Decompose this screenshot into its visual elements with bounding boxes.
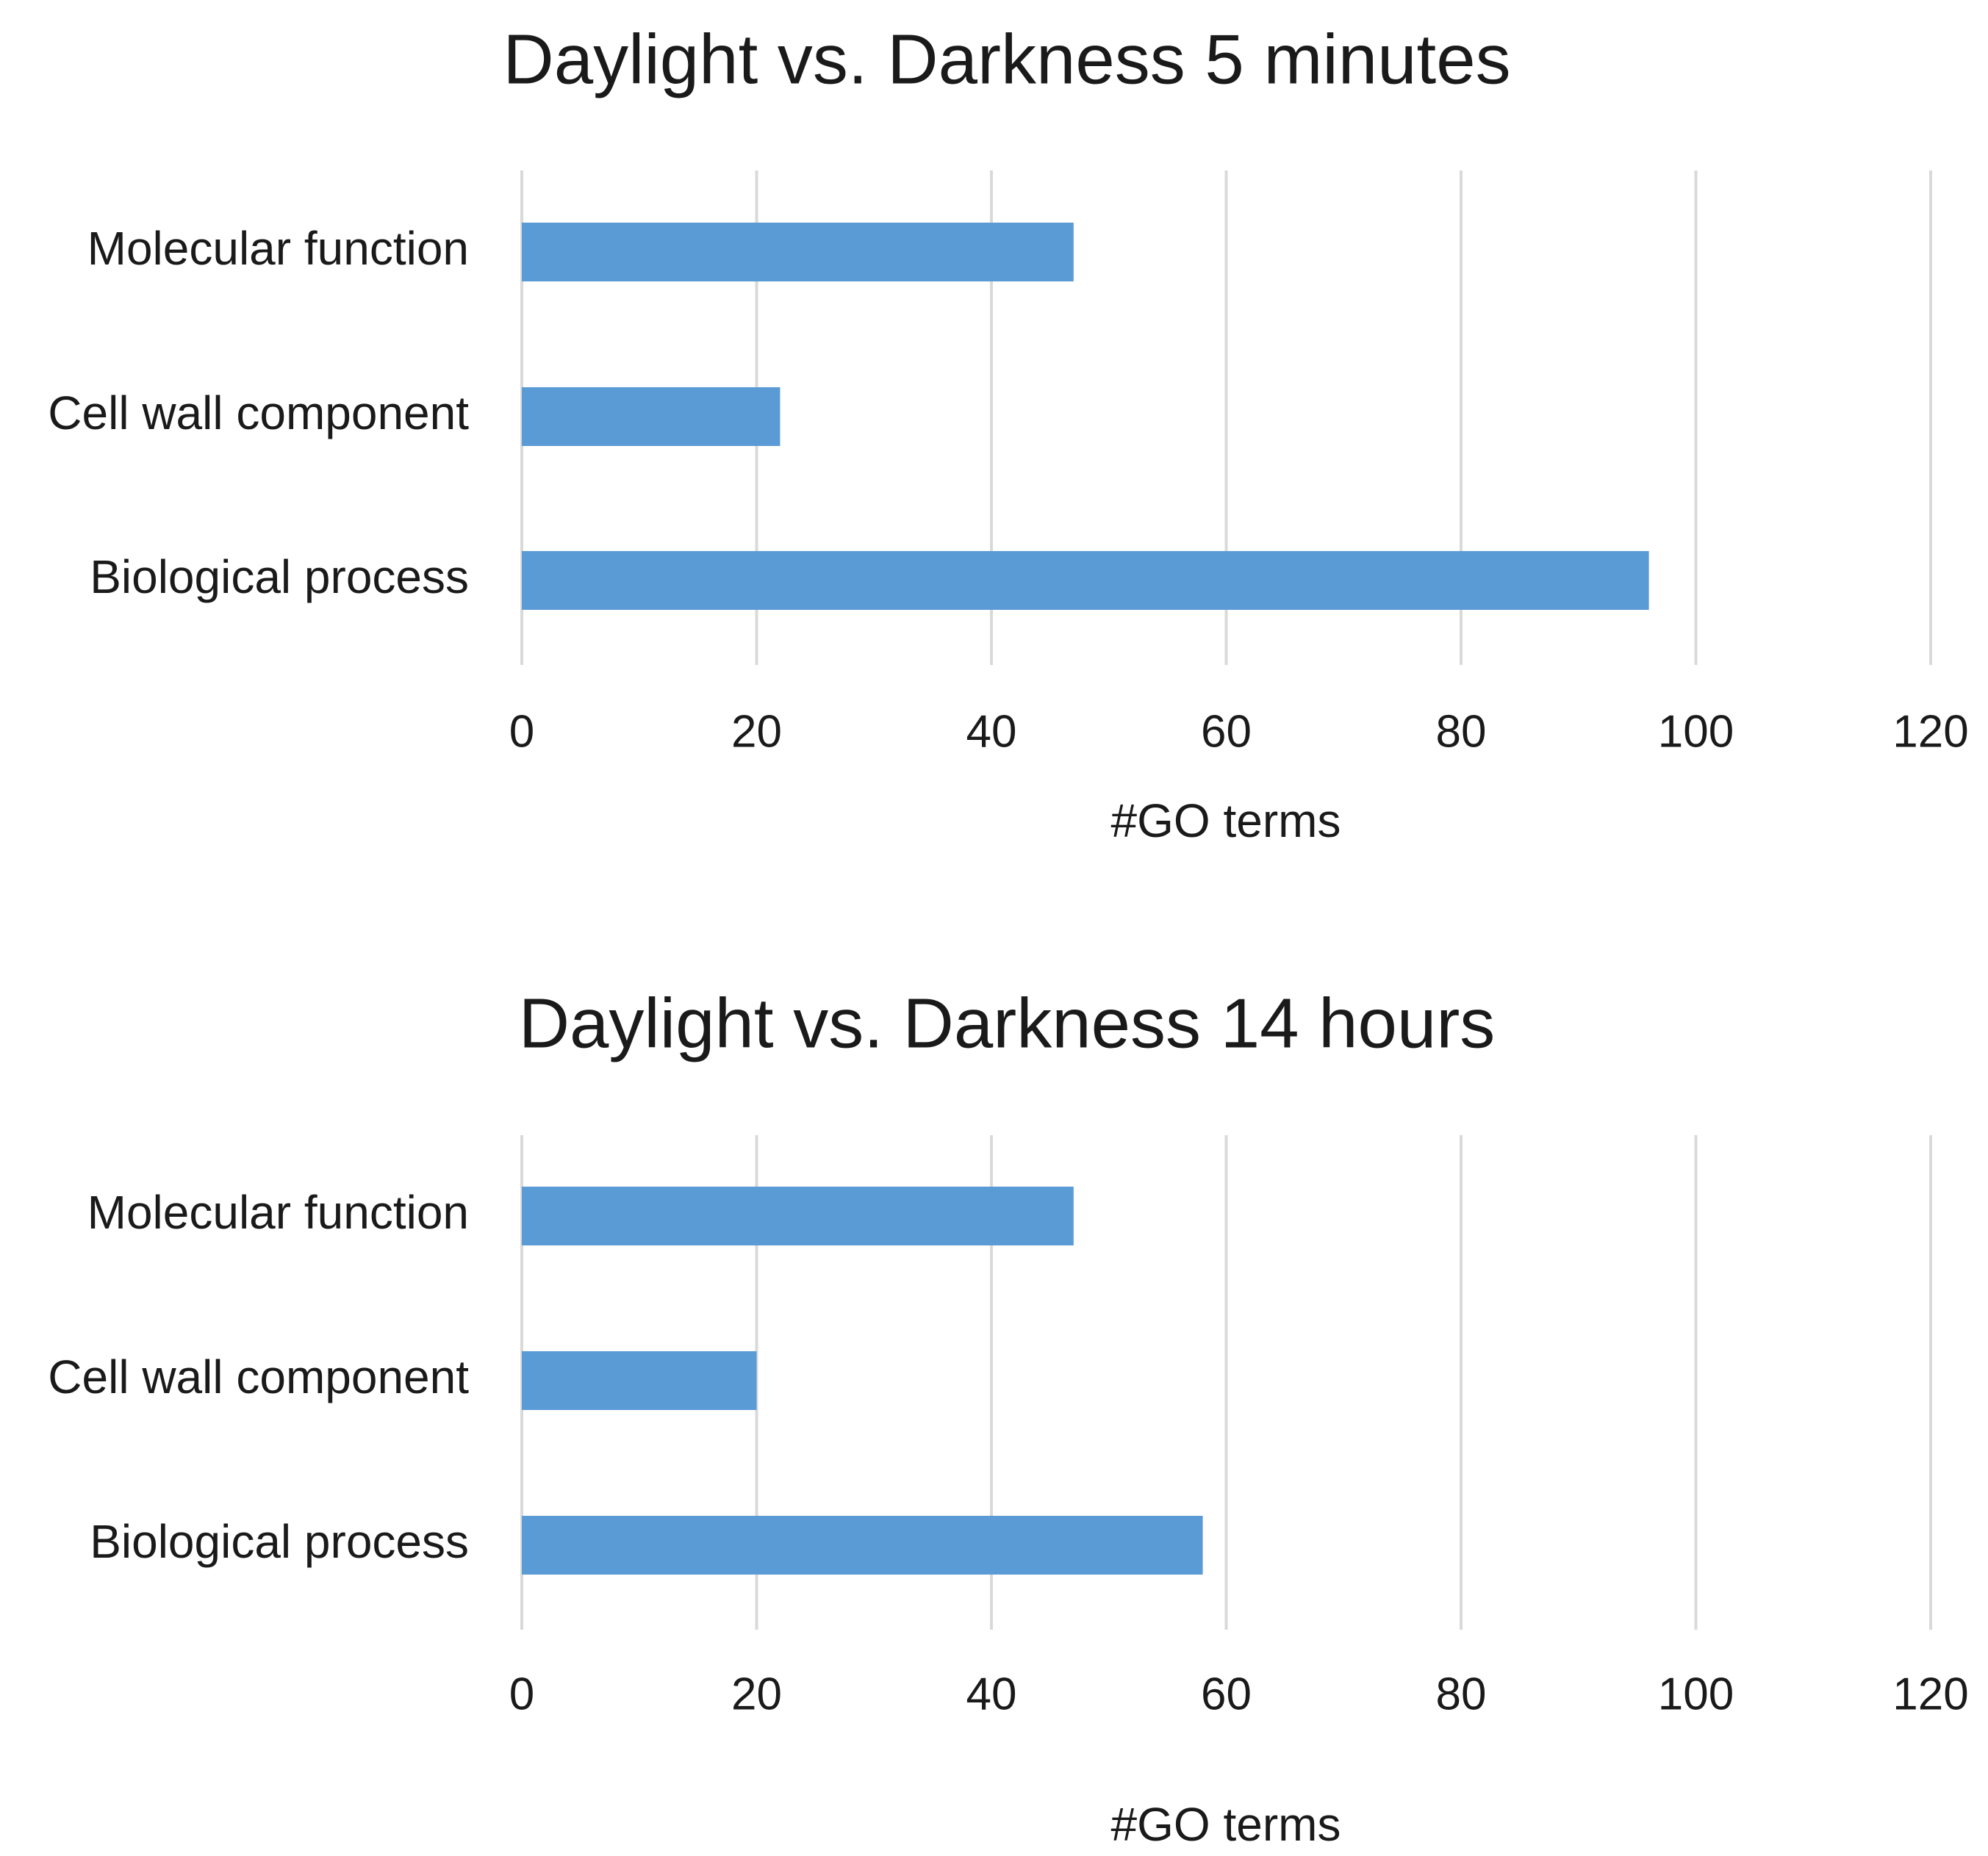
x-axis-label: #GO terms [1111, 1798, 1341, 1851]
x-tick-label: 60 [1201, 706, 1252, 757]
bar-cell-wall-component [522, 1351, 757, 1410]
chart-2: Daylight vs. Darkness 14 hours Molecular … [48, 984, 1968, 1851]
chart-title: Daylight vs. Darkness 14 hours [519, 984, 1496, 1062]
chart-1: Daylight vs. Darkness 5 minutes Molecular… [48, 20, 1968, 847]
chart-title: Daylight vs. Darkness 5 minutes [503, 20, 1510, 98]
x-tick-label: 0 [509, 1669, 534, 1719]
x-axis-label: #GO terms [1111, 794, 1341, 847]
x-tick-label: 60 [1201, 1669, 1252, 1719]
x-tick-label: 40 [966, 706, 1017, 757]
bar-molecular-function [522, 1187, 1074, 1245]
category-label: Cell wall component [48, 1350, 469, 1403]
x-tick-label: 120 [1892, 1669, 1968, 1719]
x-tick-label: 120 [1892, 706, 1968, 757]
category-label: Biological process [90, 550, 469, 603]
x-tick-label: 20 [731, 706, 782, 757]
category-label: Molecular function [87, 1186, 469, 1239]
x-tick-label: 40 [966, 1669, 1017, 1719]
category-label: Cell wall component [48, 386, 469, 439]
category-label: Biological process [90, 1515, 469, 1568]
bar-molecular-function [522, 223, 1074, 281]
x-tick-label: 80 [1436, 1669, 1487, 1719]
x-tick-label: 0 [509, 706, 534, 757]
x-tick-label: 100 [1658, 706, 1734, 757]
category-label: Molecular function [87, 222, 469, 275]
x-tick-label: 20 [731, 1669, 782, 1719]
x-tick-label: 100 [1658, 1669, 1734, 1719]
bar-cell-wall-component [522, 387, 781, 446]
x-tick-label: 80 [1436, 706, 1487, 757]
bar-biological-process [522, 551, 1649, 610]
bar-biological-process [522, 1516, 1203, 1575]
